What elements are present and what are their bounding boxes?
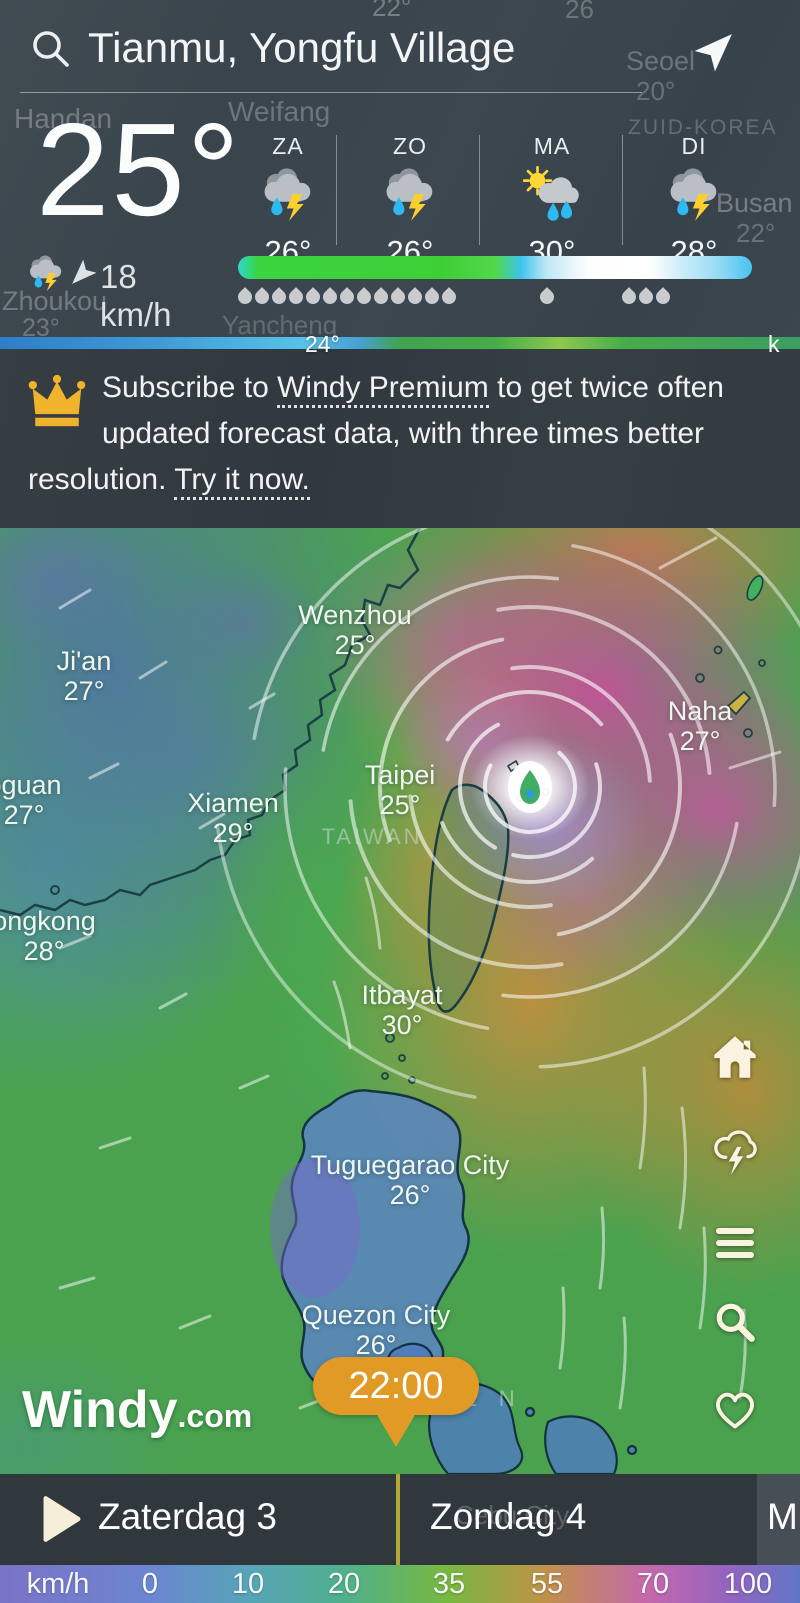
raindrop-icon <box>422 287 442 307</box>
forecast-day-di[interactable]: DI 28° <box>634 133 754 270</box>
wind-direction-arrow <box>66 259 97 295</box>
wind-speed: 18 km/h <box>100 258 172 333</box>
map-city-label: ongkong 28° <box>0 906 96 966</box>
map-city-label: Xiamen 29° <box>187 788 279 848</box>
raindrop-icon <box>371 287 391 307</box>
raindrop-icon <box>636 287 656 307</box>
storm-layer-button[interactable] <box>709 1124 761 1176</box>
raindrop-icon <box>653 287 673 307</box>
sun-rain-icon <box>492 165 612 232</box>
home-icon <box>714 1036 756 1078</box>
raindrop-icon <box>235 287 255 307</box>
thunderstorm-icon <box>634 166 754 232</box>
map-partial-label: k <box>768 331 780 357</box>
map-city-label: Naha 27° <box>667 696 733 756</box>
timeline-bar[interactable]: Cebu City Zaterdag 3 Zondag 4 M <box>0 1474 800 1565</box>
rain-droplets-group <box>537 287 557 307</box>
search-query[interactable]: Tianmu, Yongfu Village <box>88 24 516 71</box>
map-city-label: Tuguegarao City 26° <box>310 1150 510 1210</box>
raindrop-icon <box>286 287 306 307</box>
map-city-label: Itbayat 30° <box>361 980 443 1040</box>
rain-droplets-group <box>619 287 673 307</box>
raindrop-icon <box>320 287 340 307</box>
storm-layer-icon <box>714 1130 757 1175</box>
map-temp-label: 24° <box>305 331 340 357</box>
locate-me-icon[interactable] <box>694 26 740 77</box>
map-city-label: Ji'an 27° <box>56 646 112 706</box>
weather-widget: 22° 26 Handan Weifang Seoel 20° ZUID-KOR… <box>0 0 800 337</box>
raindrop-icon <box>388 287 408 307</box>
windy-premium-link[interactable]: Windy Premium <box>277 371 489 408</box>
bg-map-label: 22° <box>372 0 412 22</box>
windy-logo[interactable]: Windy.com <box>22 1381 253 1439</box>
legend-tick: 20 <box>327 1568 361 1600</box>
bg-map-label: Weifang <box>228 96 331 127</box>
play-icon <box>43 1496 81 1542</box>
forecast-divider <box>336 135 337 245</box>
raindrop-icon <box>439 287 459 307</box>
legend-tick: 35 <box>432 1568 466 1600</box>
legend-tick: 55 <box>530 1568 564 1600</box>
forecast-day-ma[interactable]: MA 30° <box>492 133 612 270</box>
bg-map-label: Cebu City <box>455 1500 570 1530</box>
raindrop-icon <box>269 287 289 307</box>
raindrop-icon <box>537 287 557 307</box>
region-label-taiwan: TAIWAN <box>321 824 423 849</box>
search-icon <box>30 28 72 75</box>
map-strip: 24° k <box>0 331 800 357</box>
map-city-label: oguan27° <box>0 770 62 830</box>
time-pill-pointer <box>376 1413 416 1447</box>
map-city-label: Quezon City 26° <box>301 1300 451 1360</box>
legend-tick: 0 <box>141 1568 159 1600</box>
map-search-icon <box>716 1303 755 1342</box>
try-it-now-link[interactable]: Try it now. <box>174 463 310 500</box>
bg-map-label: 23° <box>22 314 60 337</box>
favorites-button[interactable] <box>709 1382 761 1434</box>
timeline-day-current[interactable]: Zaterdag 3 <box>98 1496 277 1537</box>
search-bar[interactable]: Tianmu, Yongfu Village <box>0 22 800 78</box>
legend-tick: 70 <box>636 1568 670 1600</box>
heart-icon <box>716 1392 754 1429</box>
menu-icon <box>716 1228 754 1258</box>
raindrop-icon <box>405 287 425 307</box>
map-search-button[interactable] <box>709 1296 761 1348</box>
forecast-divider <box>479 135 480 245</box>
selected-time: 22:00 <box>348 1364 444 1407</box>
legend-tick: 10 <box>231 1568 265 1600</box>
time-scrubber-pill[interactable]: 22:00 <box>313 1357 479 1415</box>
home-button[interactable] <box>709 1031 761 1083</box>
forecast-day-zo[interactable]: ZO 26° <box>350 133 470 270</box>
legend-tick: 100 <box>723 1568 773 1600</box>
premium-banner[interactable]: Subscribe to Windy Premium to get twice … <box>0 349 800 528</box>
map-city-label: Taipei 25° <box>364 760 436 820</box>
precipitation-gradient-bar <box>238 256 752 279</box>
current-temperature: 25° <box>36 96 242 243</box>
timeline-day-divider <box>396 1474 400 1565</box>
raindrop-icon <box>337 287 357 307</box>
legend-unit: km/h <box>26 1568 90 1600</box>
menu-button[interactable] <box>709 1217 761 1269</box>
storm-mini-icon <box>26 254 66 297</box>
thunderstorm-icon <box>228 166 348 232</box>
map-city-label: Wenzhou 25° <box>298 600 412 660</box>
play-button[interactable] <box>40 1494 84 1549</box>
raindrop-icon <box>252 287 272 307</box>
thunderstorm-icon <box>350 166 470 232</box>
wind-speed-legend[interactable]: km/h 0 10 20 35 55 70 100 <box>0 1565 800 1603</box>
timeline-day-after[interactable]: M <box>757 1474 800 1565</box>
banner-text: Subscribe to Windy Premium to get twice … <box>28 365 778 503</box>
forecast-divider <box>622 135 623 245</box>
rain-droplets-group <box>235 287 459 307</box>
raindrop-icon <box>303 287 323 307</box>
raindrop-icon <box>619 287 639 307</box>
crown-icon <box>28 371 86 438</box>
forecast-day-za[interactable]: ZA 26° <box>228 133 348 270</box>
timeline-day-next[interactable]: Zondag 4 <box>430 1496 587 1537</box>
search-divider <box>20 92 642 93</box>
raindrop-icon <box>354 287 374 307</box>
